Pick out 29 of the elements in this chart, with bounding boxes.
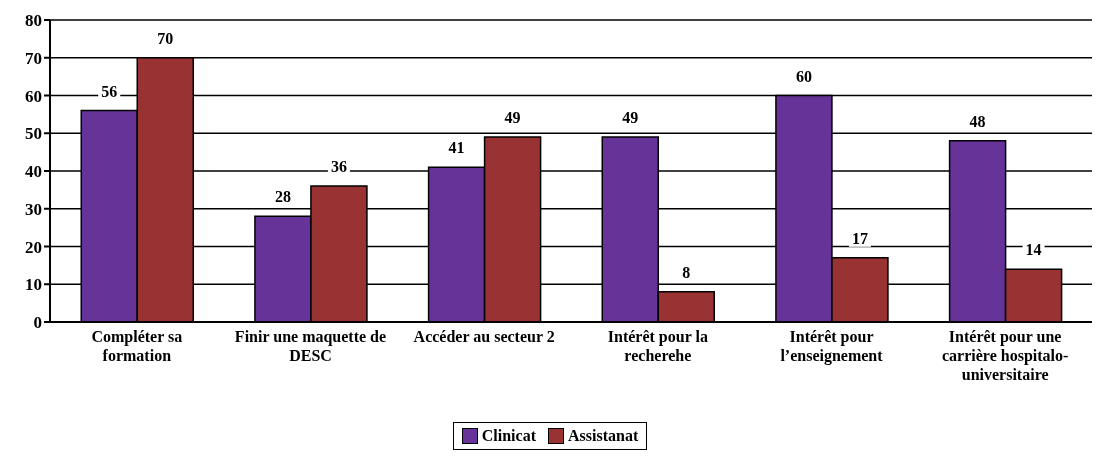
data-label: 49 (622, 109, 639, 127)
data-label: 49 (504, 109, 521, 127)
y-tick-label: 40 (25, 162, 42, 182)
data-label: 17 (851, 229, 868, 247)
data-label: 14 (1025, 241, 1042, 259)
data-label: 70 (157, 29, 174, 47)
y-tick-label: 0 (33, 313, 42, 333)
y-tick-label: 10 (25, 275, 42, 295)
data-label: 56 (101, 82, 118, 100)
data-label: 8 (682, 263, 691, 281)
data-label: 41 (448, 139, 465, 157)
y-tick-label: 60 (25, 86, 42, 106)
x-tick-label: Intérêt pour une carrière hospitalo-universitaire (941, 328, 1069, 383)
x-tick-label: Accéder au secteur 2 (413, 328, 555, 345)
x-tick-label: Finir une maquette de DESC (234, 328, 387, 364)
data-label: 60 (795, 67, 812, 85)
y-tick-label: 20 (25, 237, 42, 257)
x-tick-label: Compléter sa formation (91, 328, 183, 364)
y-tick-label: 50 (25, 124, 42, 144)
legend-label: Assistanat (567, 427, 639, 445)
y-tick-label: 80 (25, 11, 42, 31)
data-label: 36 (330, 158, 347, 176)
data-label: 28 (274, 188, 291, 206)
x-tick-label: Intérêt pour la recherehe (607, 328, 708, 364)
y-tick-label: 30 (25, 199, 42, 219)
data-label: 48 (969, 112, 986, 130)
x-tick-label: Intérêt pour l’enseignement (780, 328, 884, 365)
y-tick-label: 70 (25, 48, 42, 68)
legend-label: Clinicat (481, 427, 536, 445)
